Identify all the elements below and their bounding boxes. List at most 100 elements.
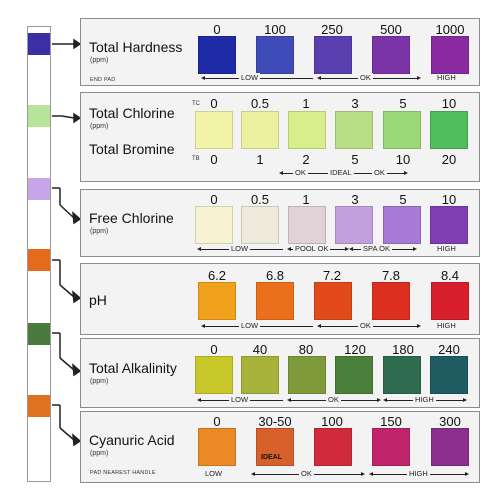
value-label: 100 xyxy=(264,22,286,37)
value-label: 7.8 xyxy=(381,268,401,283)
unit-label: (ppm) xyxy=(90,450,109,457)
tier-ok-right: OK xyxy=(372,168,387,177)
color-swatch xyxy=(430,356,468,394)
row-label-tb: TB xyxy=(192,156,200,162)
value-label-tb: 1 xyxy=(256,152,264,167)
color-swatch xyxy=(372,36,410,74)
tier-ideal: IDEAL xyxy=(328,168,354,177)
color-swatch xyxy=(372,428,410,466)
value-label: 8.4 xyxy=(440,268,460,283)
value-label: 30-50 xyxy=(258,414,292,429)
unit-label: (ppm) xyxy=(90,228,109,235)
tier-high: HIGH xyxy=(437,244,456,253)
value-label: 1 xyxy=(302,96,310,111)
color-swatch xyxy=(288,206,326,244)
color-swatch xyxy=(430,111,468,149)
value-label-tb: 10 xyxy=(395,152,411,167)
value-label: 5 xyxy=(399,192,407,207)
color-swatch xyxy=(195,356,233,394)
value-label: 1 xyxy=(302,192,310,207)
pad-note: END PAD xyxy=(90,77,116,83)
pad-total-alkalinity xyxy=(28,323,50,345)
pad-total-chlorine xyxy=(28,105,50,127)
value-label-tb: 20 xyxy=(441,152,457,167)
color-swatch xyxy=(256,282,294,320)
value-label: 40 xyxy=(252,342,268,357)
unit-label: (ppm) xyxy=(90,378,109,385)
value-label: 500 xyxy=(380,22,402,37)
pad-cyanuric-acid xyxy=(28,395,50,417)
test-label: pH xyxy=(89,292,107,308)
value-label-tb: 2 xyxy=(302,152,310,167)
test-label: Total Alkalinity xyxy=(89,360,177,376)
panel-cyanuric-acid: Cyanuric Acid (ppm) PAD NEAREST HANDLE 0… xyxy=(80,411,480,483)
tier-high: HIGH xyxy=(407,469,430,478)
value-label: 3 xyxy=(351,96,359,111)
test-label: Total Hardness xyxy=(89,39,183,55)
value-label: 0 xyxy=(210,96,218,111)
color-swatch xyxy=(195,111,233,149)
panel-ph: pH 6.2 6.8 7.2 7.8 8.4 LOW OK HIGH xyxy=(80,263,480,335)
color-swatch: IDEAL xyxy=(256,428,294,466)
test-label-secondary: Total Bromine xyxy=(89,141,175,157)
value-label: 180 xyxy=(392,342,414,357)
tier-low: LOW xyxy=(239,73,261,82)
value-label: 6.2 xyxy=(207,268,227,283)
color-swatch xyxy=(198,282,236,320)
value-label: 3 xyxy=(351,192,359,207)
tier-high: HIGH xyxy=(437,321,456,330)
color-swatch xyxy=(431,282,469,320)
color-swatch xyxy=(335,356,373,394)
tier-low: LOW xyxy=(239,321,261,330)
value-label: 150 xyxy=(380,414,402,429)
color-swatch xyxy=(241,356,279,394)
tier-low: LOW xyxy=(229,395,251,404)
tier-spa-ok: SPA OK xyxy=(361,244,392,253)
tier-pool-ok: POOL OK xyxy=(293,244,331,253)
pad-note: PAD NEAREST HANDLE xyxy=(90,470,156,476)
color-swatch xyxy=(383,356,421,394)
test-strip xyxy=(27,26,51,482)
value-label: 0 xyxy=(210,192,218,207)
value-label: 1000 xyxy=(435,22,465,37)
test-label: Cyanuric Acid xyxy=(89,432,175,448)
color-swatch xyxy=(430,206,468,244)
value-label: 80 xyxy=(298,342,314,357)
color-swatch xyxy=(431,428,469,466)
test-label: Total Chlorine xyxy=(89,105,175,121)
row-label-tc: TC xyxy=(192,101,200,107)
color-swatch xyxy=(335,206,373,244)
tier-high: HIGH xyxy=(413,395,436,404)
color-swatch xyxy=(431,36,469,74)
color-swatch xyxy=(198,428,236,466)
value-label: 10 xyxy=(441,192,457,207)
value-label: 0 xyxy=(210,342,218,357)
pad-total-hardness xyxy=(28,33,50,55)
color-swatch xyxy=(288,356,326,394)
unit-label: (ppm) xyxy=(90,57,109,64)
color-swatch xyxy=(241,206,279,244)
value-label: 0.5 xyxy=(250,96,270,111)
color-swatch xyxy=(241,111,279,149)
value-label: 0 xyxy=(213,22,221,37)
pad-free-chlorine xyxy=(28,178,50,200)
color-swatch xyxy=(256,36,294,74)
tier-high: HIGH xyxy=(437,73,456,82)
value-label: 300 xyxy=(439,414,461,429)
color-swatch xyxy=(335,111,373,149)
color-swatch xyxy=(372,282,410,320)
test-label: Free Chlorine xyxy=(89,210,174,226)
tier-low: LOW xyxy=(229,244,251,253)
panel-free-chlorine: Free Chlorine (ppm) 0 0.5 1 3 5 10 LOW P… xyxy=(80,189,480,257)
value-label: 120 xyxy=(344,342,366,357)
panel-total-chlorine: Total Chlorine (ppm) Total Bromine TC TB… xyxy=(80,92,480,182)
color-swatch xyxy=(314,282,352,320)
tier-ok: OK xyxy=(326,395,341,404)
pad-ph xyxy=(28,249,50,271)
color-swatch xyxy=(195,206,233,244)
tier-ok-left: OK xyxy=(293,168,308,177)
tier-low: LOW xyxy=(205,469,223,478)
panel-total-alkalinity: Total Alkalinity (ppm) 0 40 80 120 180 2… xyxy=(80,338,480,408)
value-label: 0.5 xyxy=(250,192,270,207)
value-label: 0 xyxy=(213,414,221,429)
